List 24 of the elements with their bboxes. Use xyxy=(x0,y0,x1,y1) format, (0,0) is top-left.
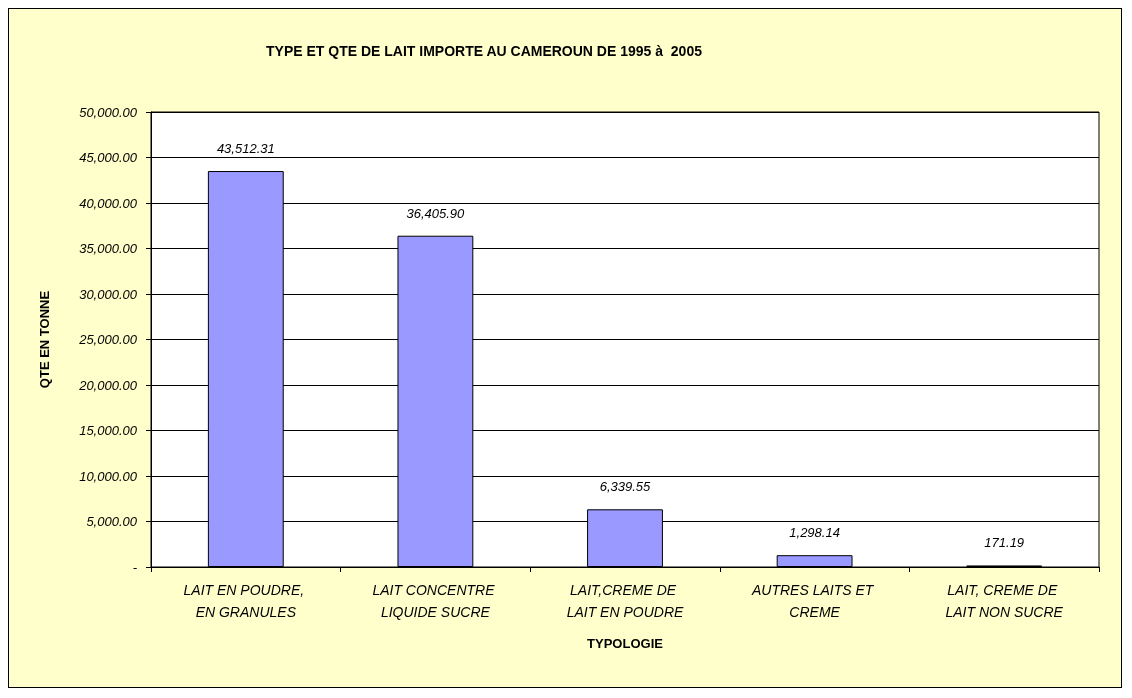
x-tick-label: LAIT, CREME DE LAIT NON SUCRE xyxy=(945,582,1064,620)
x-tick-label: LAIT EN POUDRE, EN GRANULES xyxy=(183,582,309,620)
y-axis-title: QTE EN TONNE xyxy=(37,290,52,389)
x-tick-label: LAIT CONCENTRE LIQUIDE SUCRE xyxy=(372,582,499,620)
y-tick-label: 50,000.00 xyxy=(79,104,138,120)
y-tick-label: 25,000.00 xyxy=(78,332,138,347)
x-tick-label: AUTRES LAITS ET CREME xyxy=(750,582,878,620)
x-axis-title: TYPOLOGIE xyxy=(587,636,664,651)
y-tick-label: 20,000.00 xyxy=(78,377,138,393)
x-tick-label: LAIT,CREME DE LAIT EN POUDRE xyxy=(566,582,684,620)
y-tick-label: 45,000.00 xyxy=(79,150,138,165)
y-tick-label: 5,000.00 xyxy=(86,514,138,529)
y-tick-label: 40,000.00 xyxy=(79,195,138,211)
data-label: 6,339.55 xyxy=(599,479,652,495)
y-tick-label: 15,000.00 xyxy=(79,423,138,438)
data-label: 171.19 xyxy=(984,535,1025,551)
chart-title: TYPE ET QTE DE LAIT IMPORTE AU CAMEROUN DE 1995 à 2005 xyxy=(266,43,703,59)
data-label: 43,512.31 xyxy=(216,141,275,157)
y-tick-label: - xyxy=(132,559,138,575)
data-label: 36,405.90 xyxy=(406,205,466,221)
y-tick-label: 30,000.00 xyxy=(79,286,138,302)
y-tick-label: 10,000.00 xyxy=(79,468,138,484)
data-label: 1,298.14 xyxy=(789,525,840,541)
y-tick-label: 35,000.00 xyxy=(79,241,138,256)
